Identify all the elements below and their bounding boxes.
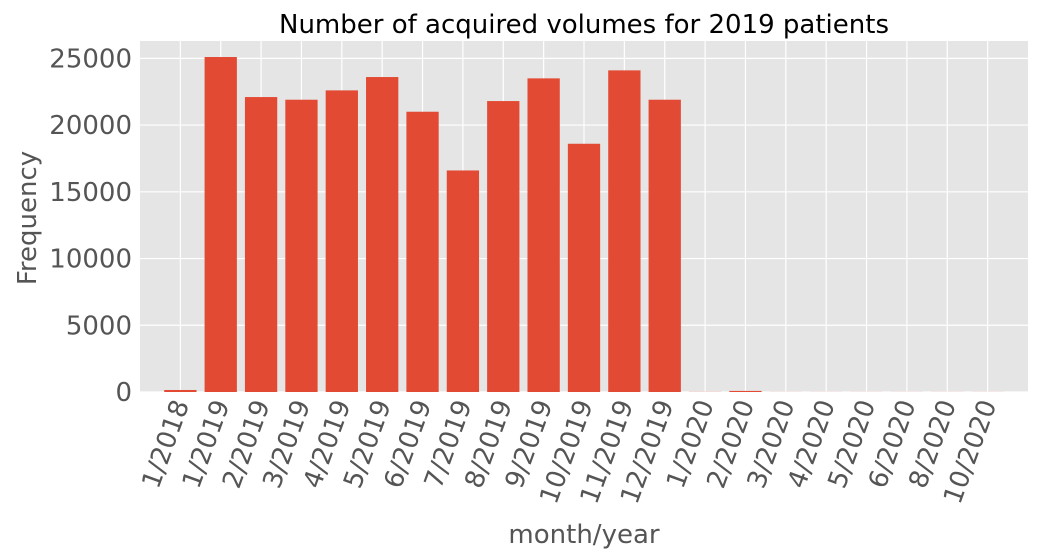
y-tick-label: 20000: [49, 111, 132, 141]
chart-title: Number of acquired volumes for 2019 pati…: [279, 10, 889, 40]
bar-4-2019: [325, 90, 358, 393]
bar-1-2018: [164, 389, 197, 392]
bar-3-2019: [285, 99, 318, 392]
bar-6-2019: [406, 111, 439, 393]
x-axis-ticks: 1/20181/20192/20193/20194/20195/20196/20…: [136, 396, 1003, 508]
bar-2-2019: [244, 97, 278, 393]
bar-7-2019: [446, 170, 480, 392]
y-tick-label: 0: [115, 378, 132, 408]
y-tick-label: 5000: [66, 311, 132, 341]
y-tick-label: 25000: [49, 44, 132, 74]
bar-2-2020: [729, 390, 762, 392]
bar-10-2019: [567, 143, 601, 392]
bar-11-2019: [608, 70, 641, 393]
bar-5-2019: [366, 77, 399, 393]
bar-1-2019: [204, 57, 237, 393]
x-axis-label: month/year: [508, 520, 659, 550]
y-tick-label: 15000: [49, 178, 132, 208]
bars: [164, 57, 1004, 393]
bar-8-2019: [487, 101, 520, 392]
y-axis-label: Frequency: [13, 151, 43, 285]
y-tick-label: 10000: [49, 245, 132, 275]
y-axis-ticks: 0 5000 10000 15000 20000 25000: [49, 44, 132, 408]
bar-12-2019: [648, 99, 681, 392]
bar-9-2019: [527, 78, 560, 392]
